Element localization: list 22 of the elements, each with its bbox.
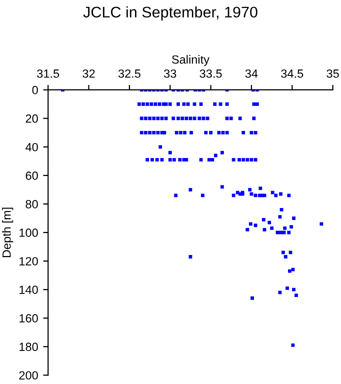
x-tick-label: 32.5 — [118, 69, 140, 78]
y-tick-label: 40 — [26, 142, 38, 152]
y-tick-label: 140 — [20, 286, 38, 294]
x-tick-label: 31.5 — [37, 69, 60, 78]
y-tick-label: 160 — [20, 314, 38, 322]
x-tick-label: 33 — [164, 69, 176, 78]
y-tick-label: 60 — [26, 171, 38, 180]
x-tick-label: 32 — [82, 69, 95, 78]
y-tick-label: 120 — [20, 257, 38, 266]
x-tick-label: 34.5 — [281, 69, 304, 78]
y-tick-label: 200 — [19, 371, 38, 380]
y-tick-label: 180 — [20, 342, 38, 352]
x-tick-label: 35 — [326, 69, 339, 78]
x-tick-label: 33.5 — [200, 69, 222, 78]
y-tick-label: 20 — [26, 114, 38, 123]
x-axis-title: Salinity — [172, 55, 210, 66]
x-tick-label: 34 — [245, 69, 258, 78]
chart-title: JCLC in September, 1970 — [83, 6, 258, 21]
y-axis-title: Depth [m] — [2, 208, 14, 258]
y-tick-label: 0 — [32, 86, 38, 94]
y-tick-label: 80 — [26, 200, 38, 208]
y-tick-label: 100 — [20, 228, 38, 237]
